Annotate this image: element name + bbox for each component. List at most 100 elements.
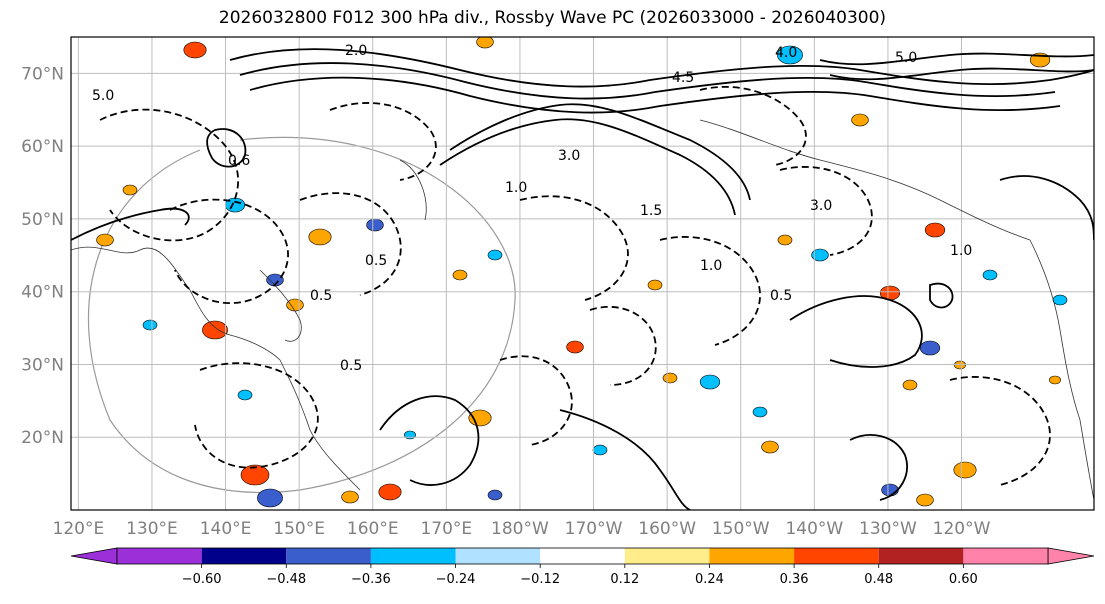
contour-label: 0.5: [340, 358, 362, 374]
lon-tick-label: 170°E: [420, 519, 472, 539]
lat-tick-label: 60°N: [21, 137, 64, 157]
contour-label: 4.5: [672, 70, 694, 86]
divergence-patch: [592, 444, 608, 456]
divergence-patch: [366, 218, 384, 232]
lon-tick-label: 170°W: [565, 519, 623, 539]
contour-label: 3.0: [558, 148, 580, 164]
divergence-patch: [468, 409, 492, 427]
divergence-patch: [1052, 294, 1068, 306]
contour-label: 0.6: [228, 153, 250, 169]
lon-tick-label: 160°E: [347, 519, 399, 539]
colorbar-outline: [116, 547, 1049, 565]
lon-tick-label: 120°E: [53, 519, 105, 539]
contour-label: 1.5: [640, 203, 662, 219]
divergence-patch: [954, 360, 966, 370]
divergence-patch: [487, 489, 503, 501]
coastline-japan: [259, 269, 302, 342]
contour-label: 0.5: [770, 288, 792, 304]
divergence-patch: [308, 228, 332, 246]
contour-dashed: [699, 86, 807, 166]
lat-tick-label: 20°N: [21, 428, 64, 448]
contour-label: 1.0: [505, 180, 527, 196]
contour-solid: [71, 207, 190, 241]
divergence-patch: [96, 233, 114, 247]
divergence-patch: [902, 379, 918, 391]
coastlines: [71, 119, 1094, 501]
contour-dashed: [499, 355, 573, 446]
contour-dashed: [659, 236, 761, 346]
colorbar-segment: [963, 548, 1048, 564]
divergence-patch: [699, 374, 721, 390]
colorbar-segment: [370, 548, 456, 564]
contour-solid: [206, 128, 247, 168]
divergence-patch: [257, 488, 283, 508]
contour-solid: [249, 76, 1061, 114]
coastline-north-america: [1029, 239, 1094, 501]
divergence-patch: [341, 490, 359, 504]
divergence-patch: [881, 483, 899, 497]
divergence-patch: [953, 461, 977, 479]
lat-tick-label: 50°N: [21, 210, 64, 230]
lat-tick-label: 70°N: [21, 64, 64, 84]
map-frame: [70, 36, 1095, 511]
colorbar-tick-label: −0.36: [351, 572, 391, 587]
colorbar-segment: [878, 548, 964, 564]
contour-solid: [849, 434, 908, 501]
contour-solid: [559, 409, 691, 510]
colorbar-segment: [540, 548, 625, 564]
divergence-patch: [476, 37, 494, 49]
projection-arc: [239, 136, 516, 491]
colorbar-extend-max: [1047, 547, 1095, 565]
divergence-patch: [982, 269, 998, 281]
contour-dashed: [194, 362, 319, 469]
contour-label: 0.5: [310, 288, 332, 304]
chart-title: 2026032800 F012 300 hPa div., Rossby Wav…: [218, 8, 887, 28]
lon-tick-label: 160°W: [638, 519, 696, 539]
divergence-patch: [662, 372, 678, 384]
divergence-patch: [183, 41, 207, 59]
map-background: [71, 37, 1094, 510]
divergence-patch: [647, 279, 663, 291]
divergence-patch: [916, 493, 934, 507]
contour-label: 5.0: [92, 88, 114, 104]
projection-arc: [88, 149, 301, 493]
contour-label: 1.0: [700, 258, 722, 274]
divergence-patch: [240, 464, 270, 486]
colorbar-segment: [624, 548, 710, 564]
contour-label: 4.0: [775, 45, 797, 61]
contour-dashed: [949, 376, 1051, 486]
contour-solid: [819, 52, 1094, 66]
coastline-asia: [71, 246, 361, 491]
contour-label: 1.0: [950, 243, 972, 259]
coastline-alaska: [699, 119, 1031, 241]
colorbar-tick-label: 0.24: [695, 572, 724, 587]
lon-tick-label: 120°W: [933, 519, 991, 539]
colorbar-tick-label: 0.60: [949, 572, 978, 587]
lon-tick-label: 150°W: [712, 519, 770, 539]
colorbar-tick-label: −0.60: [182, 572, 222, 587]
contour-label: 0.5: [365, 253, 387, 269]
divergence-patch: [761, 440, 779, 454]
colorbar-tick-label: 0.12: [610, 572, 639, 587]
contour-solid: [789, 295, 923, 368]
colorbar-segment: [794, 548, 879, 564]
lon-tick-label: 140°E: [200, 519, 252, 539]
colorbar-tick-label: 0.48: [864, 572, 893, 587]
lon-tick-label: 140°W: [785, 519, 843, 539]
colorbar-segment: [286, 548, 371, 564]
contour-solid: [439, 118, 736, 216]
lon-tick-label: 180°W: [491, 519, 549, 539]
contour-solid: [449, 103, 751, 201]
divergence-patch: [286, 298, 304, 312]
colorbar-segment: [201, 548, 287, 564]
divergence-patch: [404, 430, 416, 440]
divergence-patch: [919, 340, 941, 356]
contour-solid: [379, 395, 480, 486]
divergence-patch: [777, 45, 803, 65]
contour-label: 2.0: [345, 43, 367, 59]
contour-solid: [239, 62, 1056, 100]
contour-solid: [829, 67, 1094, 81]
colorbar-tick-label: −0.12: [520, 572, 560, 587]
lat-tick-label: 40°N: [21, 283, 64, 303]
contour-dashed: [299, 192, 402, 296]
